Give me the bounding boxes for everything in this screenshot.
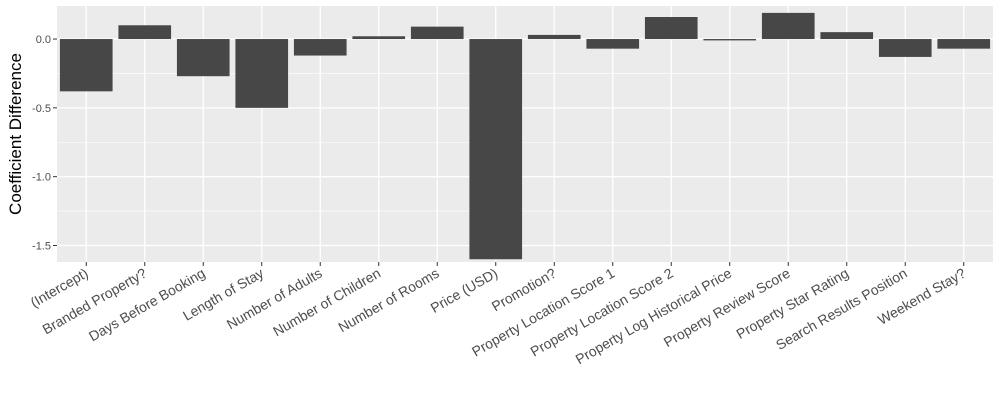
bar xyxy=(703,39,757,41)
bar xyxy=(527,34,581,40)
bar xyxy=(937,39,991,49)
bar xyxy=(176,39,230,77)
bar xyxy=(118,25,172,40)
bars xyxy=(59,12,991,260)
y-axis-ticks: 0.0 -0.5 -1.0 -1.5 xyxy=(32,34,57,252)
y-tick-label: -0.5 xyxy=(32,103,51,115)
bar xyxy=(878,39,932,57)
bar xyxy=(820,32,874,40)
x-tick-label: Price (USD) xyxy=(428,265,501,316)
bar xyxy=(586,39,640,49)
bar xyxy=(469,39,523,260)
bar xyxy=(761,12,815,40)
y-tick-label: 0.0 xyxy=(36,34,51,46)
y-tick-label: -1.0 xyxy=(32,172,51,184)
bar xyxy=(235,39,289,108)
bar xyxy=(59,39,113,92)
x-tick-label: Number of Children xyxy=(270,265,383,340)
y-axis-title: Coefficient Difference xyxy=(6,53,25,215)
x-axis-ticks: (Intercept)Branded Property?Days Before … xyxy=(27,262,968,367)
bar xyxy=(352,36,406,40)
x-tick-label: Number of Rooms xyxy=(335,265,441,336)
bar xyxy=(410,26,464,40)
bar xyxy=(293,39,347,56)
bar xyxy=(644,17,698,40)
y-tick-label: -1.5 xyxy=(32,240,51,252)
